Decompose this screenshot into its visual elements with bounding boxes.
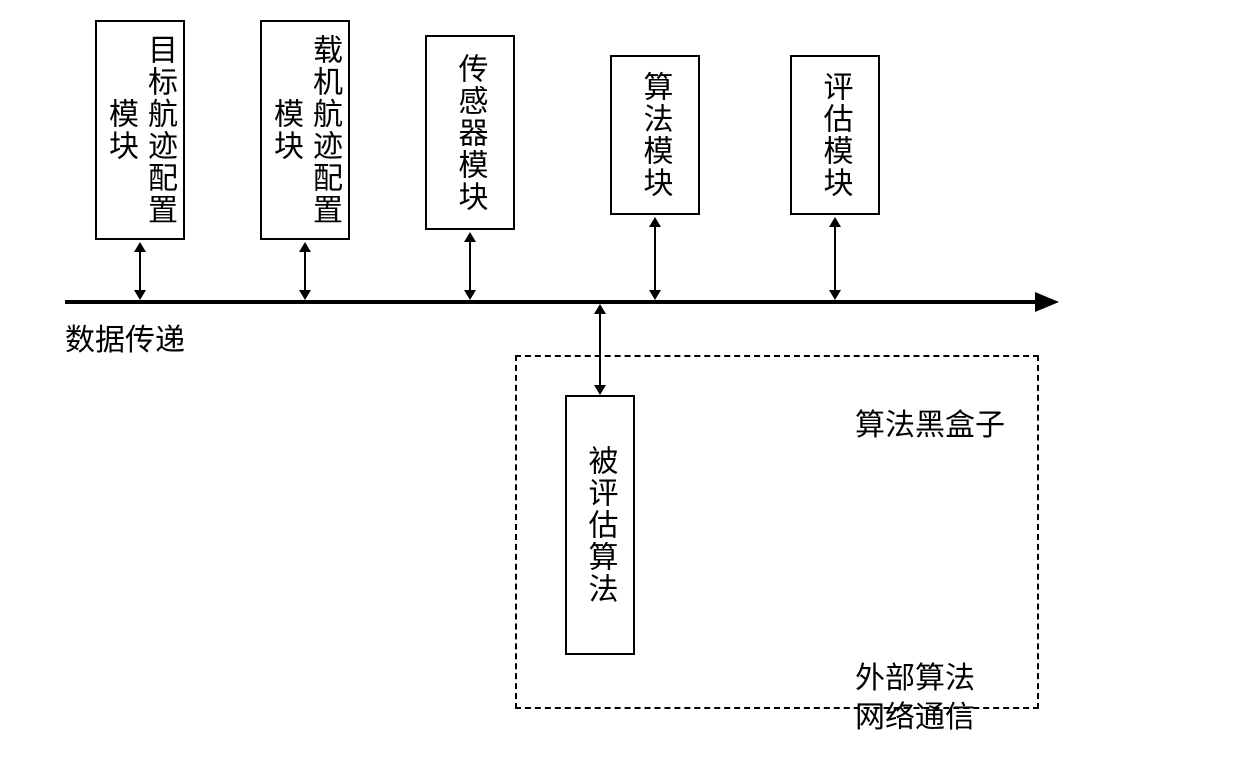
connector-arrow xyxy=(304,250,306,292)
module-evaluation: 评估模块 xyxy=(790,55,880,215)
connector-arrow xyxy=(834,225,836,292)
data-bus-arrowhead-icon xyxy=(1035,292,1059,312)
connector-arrow xyxy=(599,312,601,387)
blackbox-title: 算法黑盒子 xyxy=(855,400,1005,444)
module-label: 目标航迹配置模块 xyxy=(101,32,179,228)
diagram-canvas: 目标航迹配置模块 载机航迹配置模块 传感器模块 算法模块 评估模块 数据传递 算… xyxy=(0,0,1240,760)
connector-arrow xyxy=(654,225,656,292)
module-carrier-track-config: 载机航迹配置模块 xyxy=(260,20,350,240)
module-sensor: 传感器模块 xyxy=(425,35,515,230)
module-label: 载机航迹配置模块 xyxy=(266,32,344,228)
data-bus-line xyxy=(65,300,1035,304)
module-target-track-config: 目标航迹配置模块 xyxy=(95,20,185,240)
module-label: 传感器模块 xyxy=(451,53,490,213)
module-algorithm: 算法模块 xyxy=(610,55,700,215)
connector-arrow xyxy=(469,240,471,292)
module-label: 被评估算法 xyxy=(581,445,620,605)
data-bus-label: 数据传递 xyxy=(65,315,185,359)
module-label: 评估模块 xyxy=(816,71,855,199)
module-evaluated-algorithm: 被评估算法 xyxy=(565,395,635,655)
connector-arrow xyxy=(139,250,141,292)
blackbox-footer: 外部算法 网络通信 xyxy=(855,620,975,737)
module-label: 算法模块 xyxy=(636,71,675,199)
